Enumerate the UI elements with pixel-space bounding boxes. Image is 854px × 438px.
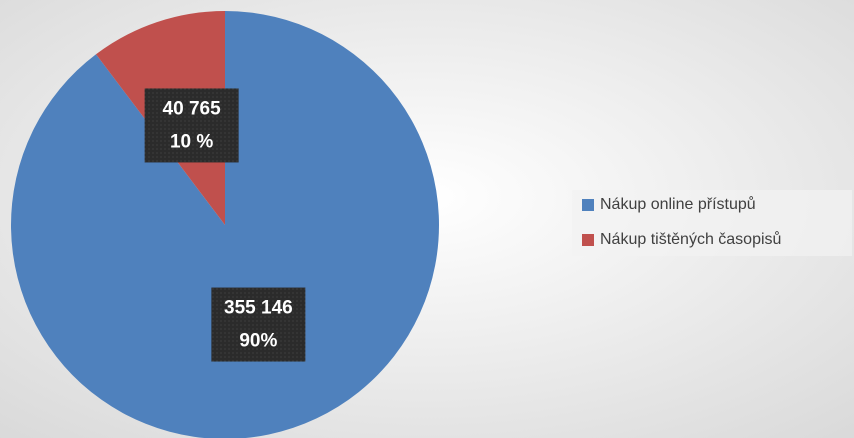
pie-slice bbox=[11, 11, 439, 438]
data-label-box bbox=[211, 287, 306, 362]
data-label: 10 % bbox=[170, 131, 213, 152]
legend-swatch bbox=[582, 234, 594, 246]
data-label: 90% bbox=[239, 331, 277, 352]
data-label-box bbox=[144, 88, 239, 163]
legend-label: Nákup online přístupů bbox=[600, 195, 756, 213]
legend-label: Nákup tištěných časopisů bbox=[600, 230, 781, 248]
data-label: 40 765 bbox=[163, 98, 222, 119]
legend-swatch bbox=[582, 199, 594, 211]
legend-box bbox=[572, 190, 852, 256]
data-label: 355 146 bbox=[224, 298, 293, 319]
